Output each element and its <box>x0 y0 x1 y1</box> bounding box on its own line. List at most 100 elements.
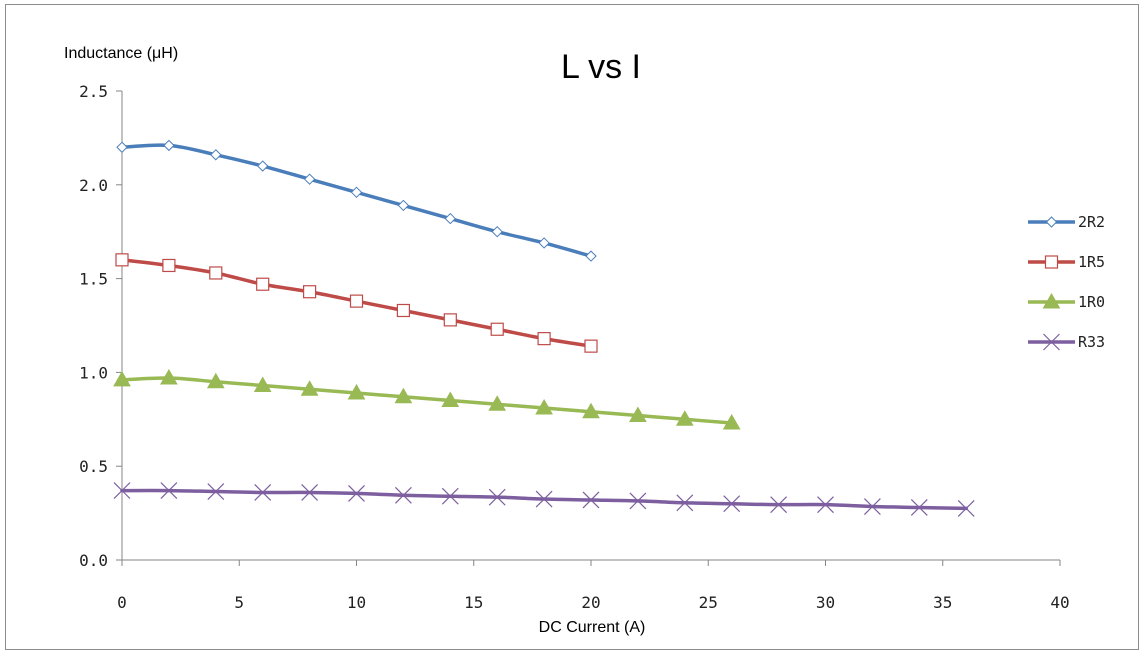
series-layer <box>113 139 975 517</box>
series-1r5-point <box>584 339 598 353</box>
series-1r0-point <box>206 372 225 389</box>
series-r33 <box>113 482 975 517</box>
series-r33-point <box>770 496 788 514</box>
series-r33-point <box>348 484 365 502</box>
series-r33-point <box>863 498 881 515</box>
series-1r0 <box>113 369 741 430</box>
series-1r0-point <box>441 391 460 408</box>
x-tick-label: 35 <box>933 593 952 612</box>
series-1r0-point <box>535 399 553 415</box>
legend-label: R33 <box>1078 333 1105 351</box>
y-tick-label: 2.0 <box>79 176 108 195</box>
series-r33-point <box>535 490 553 508</box>
series-r33-point-stroke <box>863 498 881 515</box>
series-r33-point <box>676 494 694 512</box>
chart-title: L vs I <box>561 48 641 86</box>
series-2r2-point <box>397 199 410 212</box>
series-r33-point <box>910 499 928 516</box>
x-tick-label: 0 <box>117 593 127 612</box>
legend-swatch-marker <box>1042 292 1061 309</box>
series-r33-point-stroke <box>207 483 225 500</box>
series-r33-point-stroke <box>488 488 506 506</box>
series-1r5-point <box>537 332 551 346</box>
series-1r5-point <box>490 322 504 336</box>
series-2r2 <box>116 139 597 262</box>
x-tick-label: 40 <box>1050 593 1069 612</box>
series-r33-point-stroke <box>535 490 553 508</box>
chart-frame <box>5 4 1139 650</box>
series-r33-point <box>957 499 975 517</box>
series-r33-point <box>723 495 741 513</box>
x-axis-title: DC Current (A) <box>539 619 646 636</box>
series-1r5 <box>115 253 598 353</box>
series-1r5-point <box>349 294 364 308</box>
series-r33-point-stroke <box>348 484 365 502</box>
series-1r0-point <box>113 370 131 387</box>
legend: 2R2 1R5 1R0 R33 <box>1028 213 1105 351</box>
axes: 0.0 0.5 1.0 1.5 2.0 2.5 0 5 10 15 20 25 30 35 40 <box>79 82 1070 612</box>
series-2r2-point <box>538 237 550 249</box>
series-1r0-point <box>253 376 272 393</box>
series-2r2-point <box>585 250 597 262</box>
x-tick-label: 20 <box>581 593 600 612</box>
legend-swatch-marker <box>1043 333 1060 351</box>
y-tick-label: 0.5 <box>79 457 108 476</box>
y-tick-label: 1.0 <box>79 363 108 382</box>
series-r33-point <box>394 486 412 504</box>
series-r33-point-stroke <box>723 495 741 513</box>
series-r33-point-stroke <box>910 499 928 516</box>
series-r33-point <box>441 487 459 505</box>
y-tick-label: 0.0 <box>79 551 108 570</box>
x-tick-label: 10 <box>347 593 366 612</box>
legend-swatch-marker <box>1045 216 1058 228</box>
series-r33-point <box>254 484 272 501</box>
legend-label: 2R2 <box>1078 213 1105 231</box>
series-1r0-point <box>394 387 413 404</box>
series-2r2-line <box>120 143 593 258</box>
legend-swatch-marker <box>1044 255 1059 269</box>
series-r33-point-stroke <box>676 494 694 512</box>
legend-label: 1R5 <box>1078 253 1105 271</box>
series-1r5-point <box>443 313 457 327</box>
legend-swatch-marker-stroke <box>1043 333 1060 351</box>
y-tick-label: 2.5 <box>79 82 108 101</box>
series-1r0-point <box>488 395 507 411</box>
series-r33-point-stroke <box>957 499 975 517</box>
series-2r2-point <box>210 149 222 161</box>
series-1r0-point <box>300 380 319 396</box>
series-r33-point-stroke <box>770 496 788 514</box>
series-2r2-point <box>163 139 175 152</box>
series-1r5-point <box>162 258 176 273</box>
series-r33-point <box>817 496 834 514</box>
legend-item-r33: R33 <box>1028 333 1105 351</box>
series-1r0-point <box>160 369 178 385</box>
series-r33-point-stroke <box>254 484 272 501</box>
series-2r2-point <box>491 225 503 238</box>
series-r33-point-stroke <box>817 496 834 514</box>
series-r33-point <box>582 491 600 509</box>
series-2r2-point <box>444 212 457 225</box>
x-tick-label: 30 <box>816 593 835 612</box>
legend-item-1r5: 1R5 <box>1028 253 1105 271</box>
series-r33-point-stroke <box>394 486 412 504</box>
series-1r0-point <box>722 414 741 430</box>
series-2r2-point <box>116 141 128 153</box>
series-2r2-point <box>303 173 316 185</box>
series-1r0-point <box>582 402 600 419</box>
series-r33-point <box>301 484 319 501</box>
series-r33-point-stroke <box>441 487 459 505</box>
series-1r5-point <box>303 285 317 299</box>
series-r33-point-stroke <box>582 491 600 509</box>
series-1r5-point <box>115 253 129 267</box>
legend-item-1r0: 1R0 <box>1028 292 1105 311</box>
y-axis-title: Inductance (μH) <box>64 45 178 62</box>
series-1r5-point <box>396 303 410 318</box>
series-r33-point-stroke <box>629 492 647 510</box>
legend-label: 1R0 <box>1078 293 1105 311</box>
series-2r2-point <box>350 186 363 199</box>
series-r33-point-stroke <box>113 482 131 500</box>
series-r33-point-stroke <box>160 482 178 500</box>
series-1r5-point <box>209 266 223 280</box>
x-tick-label: 5 <box>234 593 244 612</box>
